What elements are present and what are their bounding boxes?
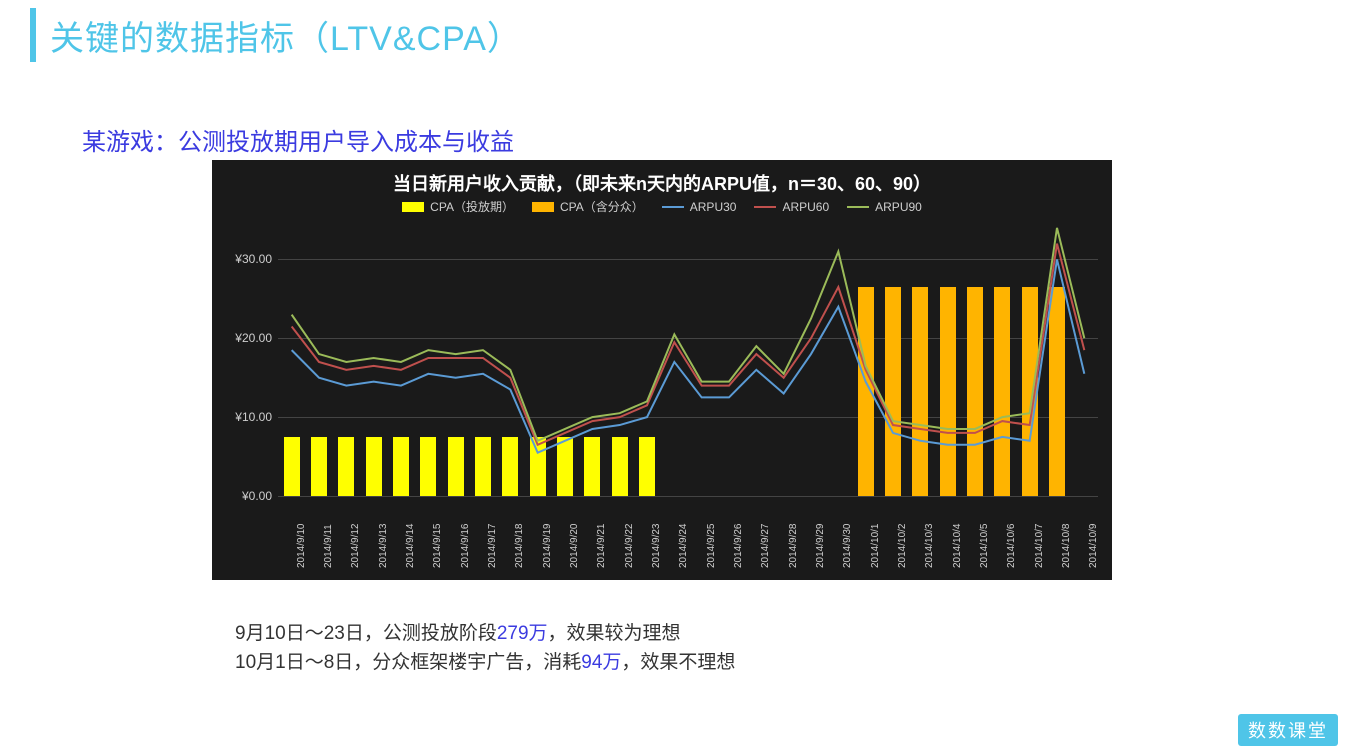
x-tick-label: 2014/9/16 xyxy=(460,524,471,569)
x-tick-label: 2014/9/21 xyxy=(596,524,607,569)
page-title-bar: 关键的数据指标（LTV&CPA） xyxy=(30,8,522,62)
y-tick-label: ¥30.00 xyxy=(235,252,272,266)
plot-area: ¥0.00¥10.00¥20.00¥30.00 xyxy=(278,220,1098,496)
note-text: 10月1日～8日，分众框架楼宇广告，消耗 xyxy=(235,652,581,673)
legend-swatch xyxy=(754,206,776,208)
x-tick-label: 2014/10/5 xyxy=(979,524,990,569)
x-tick-label: 2014/10/9 xyxy=(1088,524,1099,569)
x-tick-label: 2014/9/23 xyxy=(651,524,662,569)
y-tick-label: ¥20.00 xyxy=(235,331,272,345)
chart-legend: CPA（投放期） CPA（含分众） ARPU30 ARPU60 ARPU90 xyxy=(212,198,1112,215)
x-tick-label: 2014/9/12 xyxy=(350,524,361,569)
note-text: 9月10日～23日，公测投放阶段 xyxy=(235,623,497,644)
x-tick-label: 2014/9/27 xyxy=(760,524,771,569)
x-tick-label: 2014/9/20 xyxy=(569,524,580,569)
chart-lines xyxy=(278,220,1098,496)
legend-item: ARPU90 xyxy=(847,198,922,215)
y-tick-label: ¥0.00 xyxy=(242,489,272,503)
x-tick-label: 2014/9/24 xyxy=(678,524,689,569)
legend-label: ARPU60 xyxy=(782,200,829,214)
line-arpu60 xyxy=(292,244,1085,445)
x-tick-label: 2014/9/17 xyxy=(487,524,498,569)
note-line-2: 10月1日～8日，分众框架楼宇广告，消耗94万，效果不理想 xyxy=(235,649,735,678)
chart-title: 当日新用户收入贡献，（即未来n天内的ARPU值，n＝30、60、90） xyxy=(212,170,1112,196)
legend-label: ARPU30 xyxy=(690,200,737,214)
x-axis-labels: 2014/9/10 2014/9/11 2014/9/12 2014/9/13 2014… xyxy=(278,500,1098,580)
x-tick-label: 2014/10/3 xyxy=(924,524,935,569)
legend-label: ARPU90 xyxy=(875,200,922,214)
legend-item: ARPU60 xyxy=(754,198,829,215)
title-accent xyxy=(30,8,36,62)
x-tick-label: 2014/9/15 xyxy=(432,524,443,569)
slide: 关键的数据指标（LTV&CPA） 某游戏：公测投放期用户导入成本与收益 当日新用… xyxy=(0,0,1348,752)
gridline xyxy=(278,496,1098,497)
x-tick-label: 2014/10/6 xyxy=(1006,524,1017,569)
x-tick-label: 2014/10/4 xyxy=(952,524,963,569)
note-text: ，效果较为理想 xyxy=(548,623,681,644)
legend-label: CPA（含分众） xyxy=(560,198,644,215)
brand-logo: 数数课堂 xyxy=(1238,714,1338,746)
x-tick-label: 2014/9/11 xyxy=(323,524,334,568)
legend-swatch xyxy=(662,206,684,208)
legend-item: CPA（含分众） xyxy=(532,198,644,215)
legend-label: CPA（投放期） xyxy=(430,198,514,215)
x-tick-label: 2014/9/29 xyxy=(815,524,826,569)
legend-swatch xyxy=(402,202,424,212)
x-tick-label: 2014/9/10 xyxy=(296,524,307,569)
legend-item: CPA（投放期） xyxy=(402,198,514,215)
x-tick-label: 2014/10/8 xyxy=(1061,524,1072,569)
y-tick-label: ¥10.00 xyxy=(235,410,272,424)
x-tick-label: 2014/9/14 xyxy=(405,524,416,569)
chart-notes: 9月10日～23日，公测投放阶段279万，效果较为理想 10月1日～8日，分众框… xyxy=(235,620,735,677)
subtitle: 某游戏：公测投放期用户导入成本与收益 xyxy=(82,122,514,157)
x-tick-label: 2014/9/25 xyxy=(706,524,717,569)
x-tick-label: 2014/9/19 xyxy=(542,524,553,569)
note-text: ，效果不理想 xyxy=(621,652,735,673)
x-tick-label: 2014/9/30 xyxy=(842,524,853,569)
note-highlight: 279万 xyxy=(497,623,548,644)
x-tick-label: 2014/9/26 xyxy=(733,524,744,569)
note-highlight: 94万 xyxy=(581,652,621,673)
legend-item: ARPU30 xyxy=(662,198,737,215)
x-tick-label: 2014/9/28 xyxy=(788,524,799,569)
note-line-1: 9月10日～23日，公测投放阶段279万，效果较为理想 xyxy=(235,620,735,649)
page-title: 关键的数据指标（LTV&CPA） xyxy=(50,11,522,60)
x-tick-label: 2014/10/2 xyxy=(897,524,908,569)
line-arpu90 xyxy=(292,228,1085,441)
legend-swatch xyxy=(532,202,554,212)
x-tick-label: 2014/9/13 xyxy=(378,524,389,569)
x-tick-label: 2014/10/7 xyxy=(1034,524,1045,569)
x-tick-label: 2014/10/1 xyxy=(870,524,881,569)
legend-swatch xyxy=(847,206,869,208)
arpu-cpa-chart: 当日新用户收入贡献，（即未来n天内的ARPU值，n＝30、60、90） CPA（… xyxy=(212,160,1112,580)
x-tick-label: 2014/9/18 xyxy=(514,524,525,569)
x-tick-label: 2014/9/22 xyxy=(624,524,635,569)
